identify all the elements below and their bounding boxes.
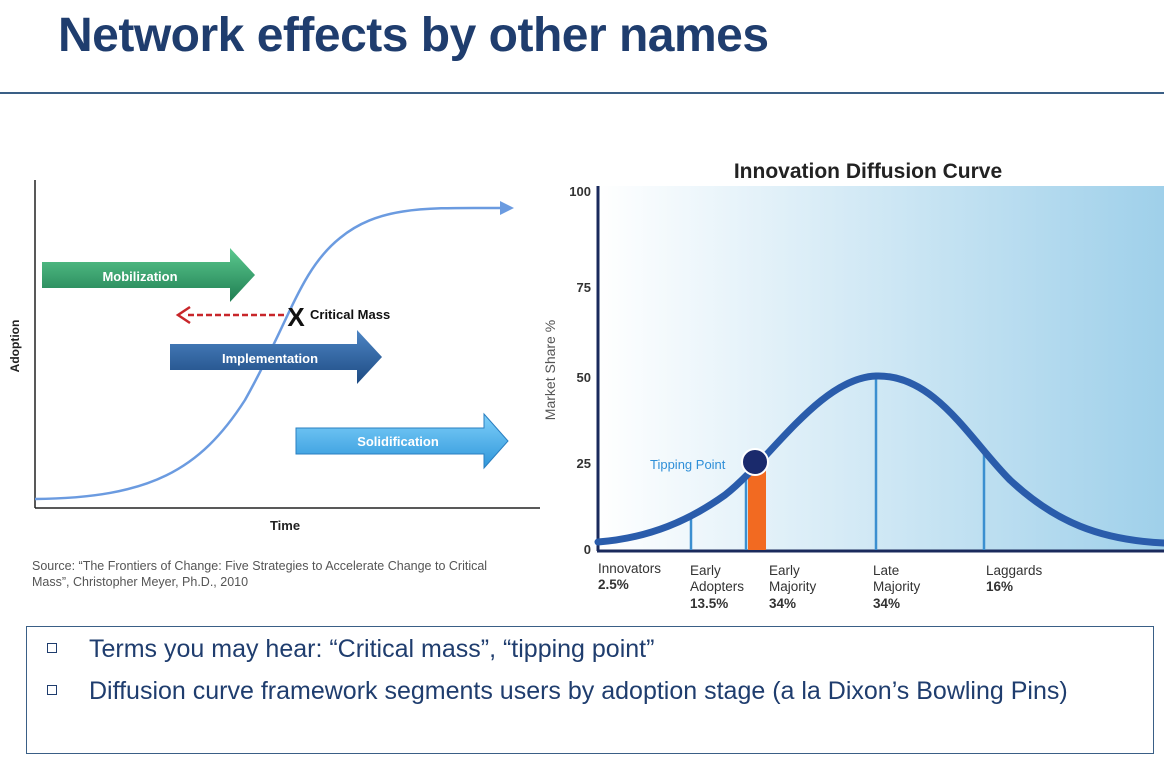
critical-mass-arrowhead (175, 305, 191, 325)
title-divider (0, 92, 1164, 94)
y-tick-0: 0 (584, 542, 591, 557)
segment-late-majority-name: Late (873, 563, 899, 578)
implementation-label: Implementation (222, 351, 318, 366)
mobilization-label: Mobilization (102, 269, 177, 284)
implementation-arrow: Implementation (170, 330, 382, 384)
x-axis-label: Time (270, 518, 300, 533)
y-tick-100: 100 (569, 184, 591, 199)
segment-early-majority-pct: 34% (769, 596, 796, 611)
y-tick-75: 75 (577, 280, 591, 295)
solidification-arrow: Solidification (295, 412, 509, 470)
segment-early-adopters-name2: Adopters (690, 579, 744, 594)
bullet-item: Diffusion curve framework segments users… (47, 677, 1068, 706)
segment-laggards-pct: 16% (986, 579, 1013, 594)
segment-late-majority-name2: Majority (873, 579, 921, 594)
solidification-label: Solidification (357, 434, 439, 449)
critical-mass-x-marker: X (287, 302, 305, 332)
diffusion-chart: Innovation Diffusion Curve 100 75 50 25 … (542, 160, 1164, 611)
bell-curve (594, 372, 1164, 547)
mobilization-arrow: Mobilization (42, 248, 255, 302)
segment-early-majority-name2: Majority (769, 579, 817, 594)
chart-title: Innovation Diffusion Curve (734, 160, 1002, 183)
tipping-point-label: Tipping Point (650, 457, 726, 472)
tipping-point-marker (741, 448, 769, 476)
chart-background (598, 186, 1164, 550)
adoption-diagram: Adoption Time Mobilization Implementatio… (8, 180, 540, 533)
segment-innovators-name: Innovators (598, 561, 661, 576)
bullet-item: Terms you may hear: “Critical mass”, “ti… (47, 635, 654, 664)
segment-early-adopters-pct: 13.5% (690, 596, 728, 611)
critical-mass-label: Critical Mass (310, 307, 390, 322)
square-bullet-icon (47, 685, 57, 696)
bullet-text: Terms you may hear: “Critical mass”, “ti… (89, 635, 655, 663)
bullets-box: Terms you may hear: “Critical mass”, “ti… (26, 626, 1154, 754)
s-curve-arrowhead (500, 201, 514, 215)
source-citation: Source: “The Frontiers of Change: Five S… (32, 559, 488, 589)
slide-title: Network effects by other names (58, 9, 769, 62)
segment-late-majority-pct: 34% (873, 596, 900, 611)
tipping-point-bar (748, 470, 766, 550)
y-axis-label: Adoption (8, 320, 22, 373)
segment-early-adopters-name: Early (690, 563, 721, 578)
s-curve (34, 206, 503, 501)
square-bullet-icon (47, 643, 57, 654)
chart-y-axis-label: Market Share % (542, 320, 558, 420)
y-tick-50: 50 (577, 370, 591, 385)
y-tick-25: 25 (577, 456, 591, 471)
segment-early-majority-name: Early (769, 563, 800, 578)
segment-laggards-name: Laggards (986, 563, 1043, 578)
bullet-text: Diffusion curve framework segments users… (89, 677, 1068, 705)
segment-innovators-pct: 2.5% (598, 577, 629, 592)
